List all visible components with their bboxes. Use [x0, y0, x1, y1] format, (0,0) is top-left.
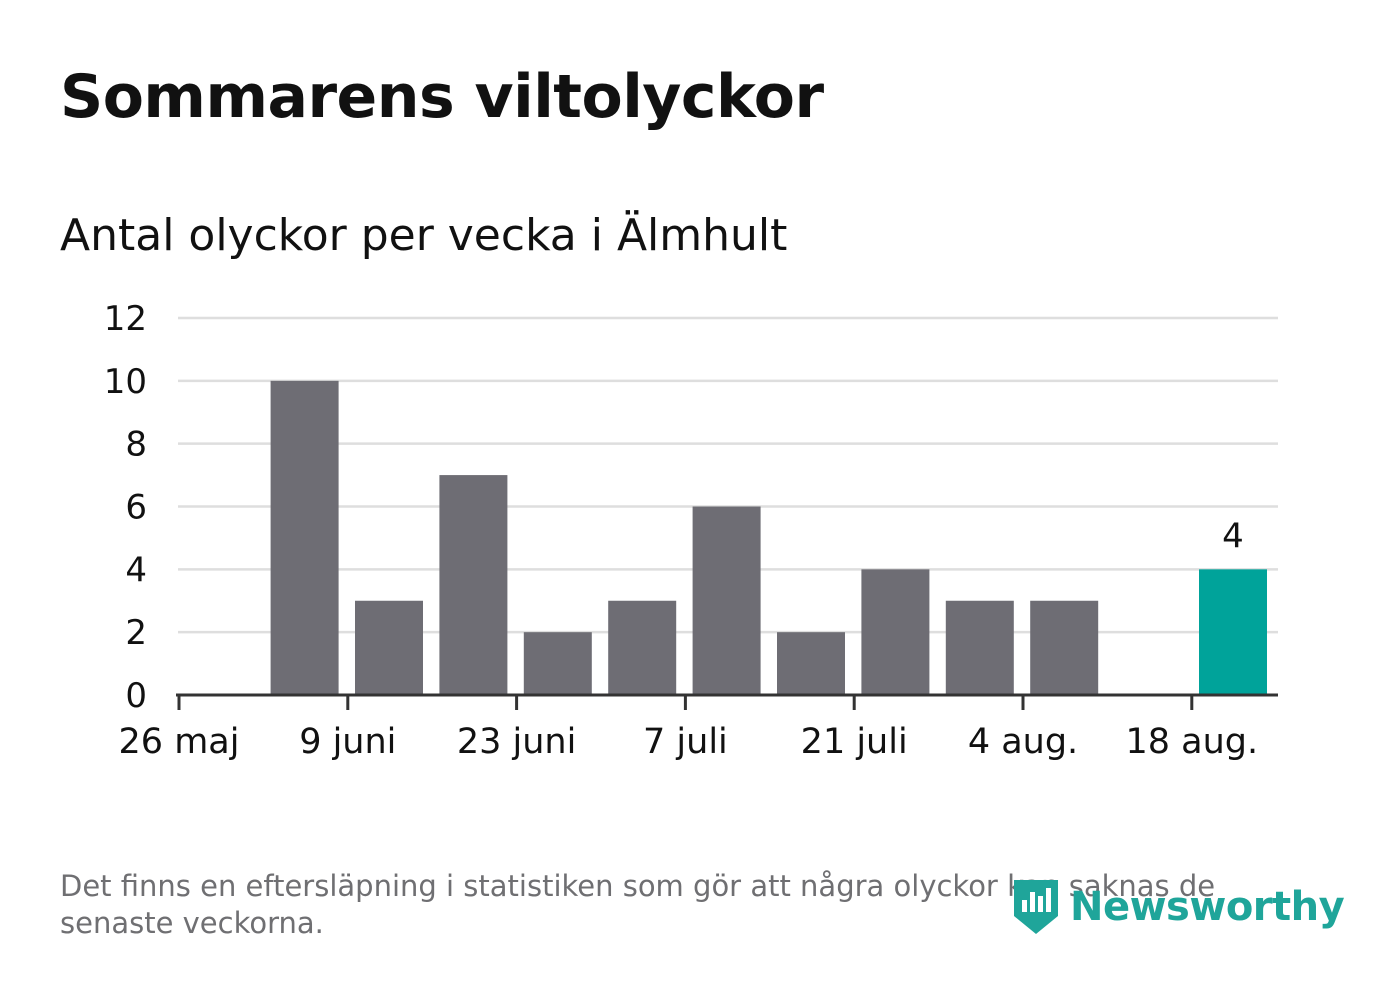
bar — [1199, 569, 1267, 695]
y-tick-label: 10 — [104, 362, 147, 402]
value-labels: 4 — [1222, 516, 1244, 556]
y-tick-label: 12 — [104, 299, 147, 339]
y-axis-tick-labels: 0 2 4 6 8 10 12 — [104, 299, 147, 716]
y-tick-label: 2 — [125, 613, 147, 653]
value-label: 4 — [1222, 516, 1244, 556]
x-tick-label: 23 juni — [457, 722, 576, 762]
bar — [355, 600, 423, 695]
bar — [861, 569, 930, 695]
bar — [608, 600, 677, 695]
x-tick-label: 18 aug. — [1125, 722, 1258, 762]
y-tick-label: 4 — [125, 550, 147, 590]
bar — [945, 600, 1014, 695]
bar — [692, 506, 761, 695]
bar — [439, 475, 508, 695]
x-axis: 26 maj 9 juni 23 juni 7 juli 21 juli 4 aug. 18… — [119, 693, 1278, 762]
x-tick-label: 21 juli — [801, 722, 908, 762]
x-tick-label: 7 juli — [643, 722, 728, 762]
chart-subtitle: Antal olyckor per vecka i Älmhult — [60, 210, 788, 261]
bar — [1030, 600, 1099, 695]
y-tick-label: 0 — [125, 676, 147, 716]
y-tick-label: 6 — [125, 488, 147, 528]
brand-name: Newsworthy — [1070, 884, 1345, 930]
y-tick-label: 8 — [125, 425, 147, 465]
bar — [523, 632, 592, 695]
x-tick-label: 26 maj — [119, 722, 240, 762]
newsworthy-logo-icon — [1014, 880, 1058, 934]
bar — [270, 380, 339, 695]
chart-title: Sommarens viltolyckor — [60, 62, 824, 132]
bars — [270, 380, 1267, 695]
x-tick-label: 9 juni — [299, 722, 396, 762]
bar-chart: 0 2 4 6 8 10 12 4 26 maj 9 juni 23 juni 7 juli 21 … — [104, 299, 1278, 762]
x-tick-label: 4 aug. — [968, 722, 1078, 762]
brand-logo: Newsworthy — [1010, 876, 1345, 938]
bar — [777, 632, 845, 695]
